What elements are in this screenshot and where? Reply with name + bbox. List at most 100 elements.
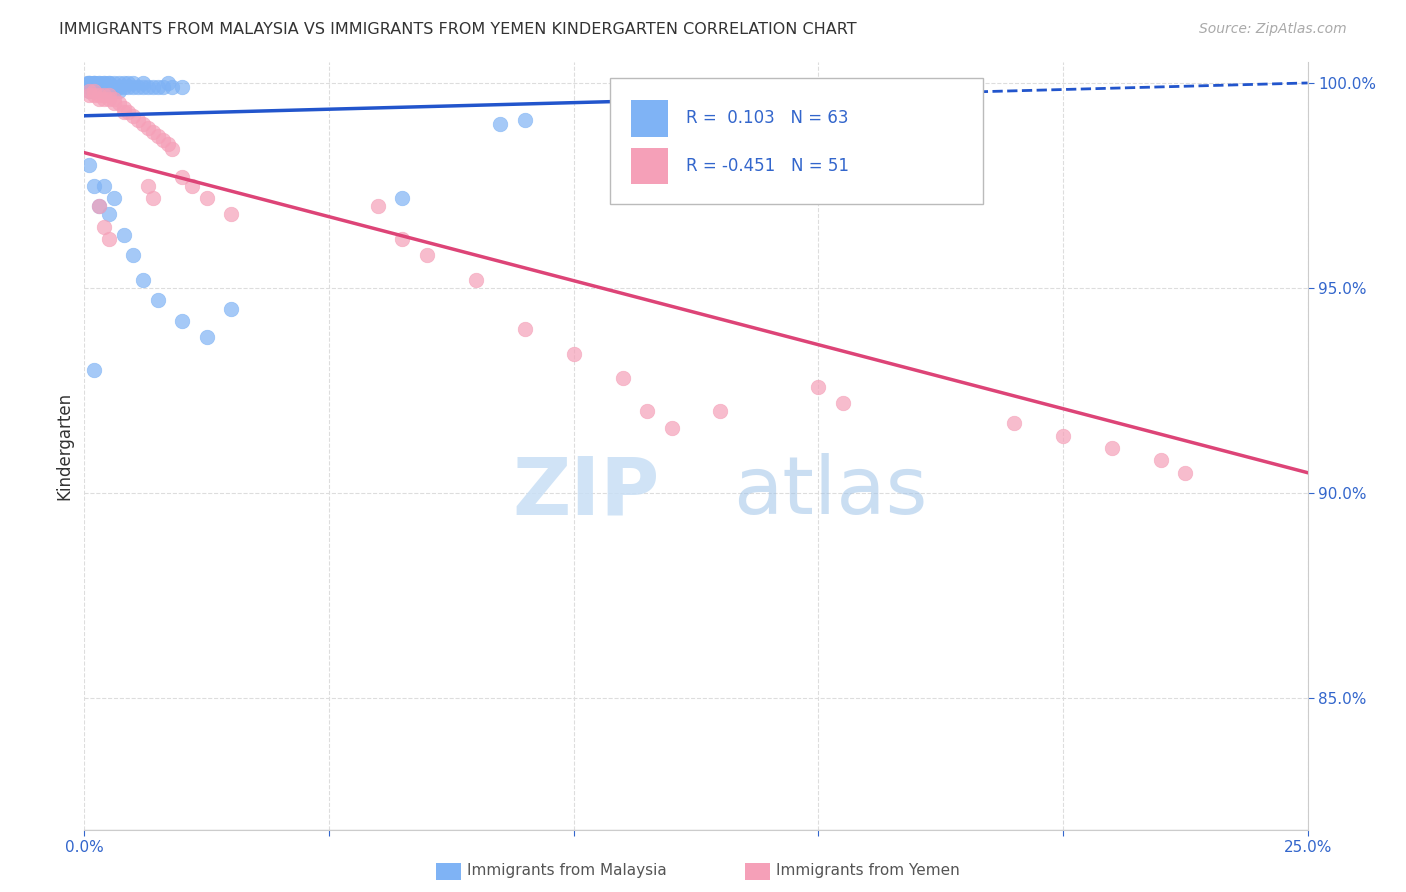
Point	[83, 76, 105, 90]
Point	[146, 293, 169, 308]
Point	[93, 92, 115, 106]
Point	[93, 178, 115, 193]
Point	[93, 76, 115, 90]
Point	[93, 76, 115, 90]
Point	[152, 80, 174, 95]
Point	[77, 76, 100, 90]
Point	[77, 84, 100, 98]
Point	[103, 191, 125, 205]
Point	[807, 379, 830, 393]
Point	[107, 80, 129, 95]
Point	[195, 330, 218, 344]
Point	[367, 199, 389, 213]
Point	[83, 80, 105, 95]
Point	[112, 227, 135, 242]
Point	[103, 96, 125, 111]
Text: Immigrants from Malaysia: Immigrants from Malaysia	[467, 863, 666, 878]
Point	[107, 84, 129, 98]
Point	[709, 404, 731, 418]
Point	[142, 80, 165, 95]
Point	[87, 92, 110, 106]
Point	[107, 96, 129, 111]
Bar	[631, 100, 668, 136]
Point	[136, 80, 159, 95]
Point	[97, 80, 120, 95]
Point	[562, 347, 585, 361]
Text: Source: ZipAtlas.com: Source: ZipAtlas.com	[1199, 22, 1347, 37]
FancyBboxPatch shape	[610, 78, 983, 204]
Point	[1052, 429, 1074, 443]
Point	[146, 80, 169, 95]
Point	[83, 84, 105, 98]
Point	[1101, 441, 1123, 455]
Point	[142, 191, 165, 205]
Point	[112, 101, 135, 115]
Point	[117, 80, 139, 95]
Point	[97, 232, 120, 246]
Point	[142, 125, 165, 139]
Point	[513, 112, 536, 127]
Point	[97, 207, 120, 221]
Point	[83, 363, 105, 377]
Point	[83, 178, 105, 193]
Point	[122, 248, 145, 262]
Point	[136, 121, 159, 136]
Y-axis label: Kindergarten: Kindergarten	[55, 392, 73, 500]
Point	[93, 80, 115, 95]
Point	[93, 219, 115, 234]
Point	[97, 84, 120, 98]
Text: atlas: atlas	[733, 453, 927, 531]
Point	[76, 76, 98, 90]
Point	[97, 88, 120, 103]
Point	[1174, 466, 1197, 480]
Point	[93, 84, 115, 98]
Point	[172, 80, 194, 95]
Point	[219, 301, 242, 316]
Point	[162, 142, 184, 156]
Point	[112, 80, 135, 95]
Point	[219, 207, 242, 221]
Point	[1002, 417, 1025, 431]
Point	[87, 199, 110, 213]
Point	[103, 84, 125, 98]
Point	[87, 80, 110, 95]
Point	[77, 88, 100, 103]
Point	[612, 371, 634, 385]
Point	[464, 273, 486, 287]
Point	[87, 88, 110, 103]
Point	[132, 117, 155, 131]
Point	[83, 76, 105, 90]
Point	[83, 76, 105, 90]
Point	[83, 84, 105, 98]
Point	[391, 232, 413, 246]
Point	[87, 80, 110, 95]
Point	[127, 112, 149, 127]
Point	[152, 133, 174, 147]
Point	[97, 76, 120, 90]
Point	[87, 76, 110, 90]
Point	[489, 117, 512, 131]
Point	[97, 76, 120, 90]
Point	[132, 273, 155, 287]
Point	[181, 178, 204, 193]
Point	[132, 76, 155, 90]
Point	[146, 129, 169, 144]
Point	[156, 76, 179, 90]
Point	[112, 104, 135, 119]
Point	[136, 178, 159, 193]
Text: R =  0.103   N = 63: R = 0.103 N = 63	[686, 110, 849, 128]
Point	[103, 80, 125, 95]
Point	[391, 191, 413, 205]
Text: Immigrants from Yemen: Immigrants from Yemen	[776, 863, 960, 878]
Point	[77, 84, 100, 98]
Point	[636, 404, 658, 418]
Point	[162, 80, 184, 95]
Point	[127, 80, 149, 95]
Text: R = -0.451   N = 51: R = -0.451 N = 51	[686, 157, 849, 175]
Point	[661, 420, 683, 434]
Point	[122, 80, 145, 95]
Point	[103, 92, 125, 106]
Point	[122, 76, 145, 90]
Point	[156, 137, 179, 152]
Point	[1150, 453, 1173, 467]
